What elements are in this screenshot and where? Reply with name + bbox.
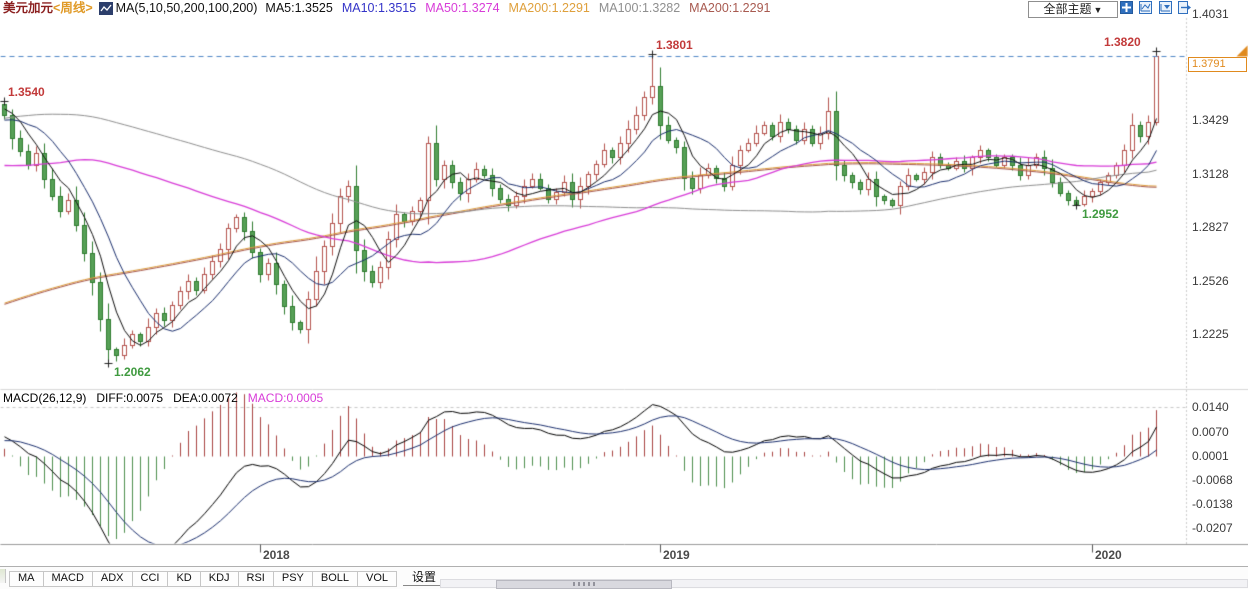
scrollbar-grip-icon	[573, 582, 595, 586]
period-label: <周线>	[53, 1, 93, 15]
macd-axis-label: -0.0138	[1192, 497, 1233, 511]
indicator-button-rsi[interactable]: RSI	[237, 571, 274, 587]
ma-value-3: MA200:1.2291	[508, 1, 590, 15]
symbol-name: 美元加元	[3, 1, 54, 15]
ma-value-0: MA5:1.3525	[265, 1, 333, 15]
ma-value-1: MA10:1.3515	[341, 1, 417, 15]
legend-bar: 美元加元<周线> MA(5,10,50,200,100,200) MA5:1.352…	[3, 1, 779, 17]
toolbar-edge-fragment	[0, 569, 6, 583]
horizontal-scrollbar[interactable]	[440, 579, 1248, 589]
zoom-out-chart-icon[interactable]	[1139, 1, 1153, 14]
price-axis-label: 1.2526	[1192, 274, 1229, 288]
price-axis-label: 1.3128	[1192, 167, 1229, 181]
indicator-button-vol[interactable]: VOL	[357, 571, 398, 587]
year-label-2019: 2019	[663, 548, 690, 562]
export-chart-icon[interactable]	[1178, 1, 1192, 14]
zoom-in-chart-icon[interactable]	[1158, 1, 1172, 14]
ma-values: MA5:1.3525 MA10:1.3515 MA50:1.3274 MA200:1.…	[265, 1, 779, 15]
ma-settings-label: MA(5,10,50,200,100,200)	[115, 1, 258, 15]
year-label-2020: 2020	[1095, 548, 1122, 562]
macd-axis-label: 0.0001	[1192, 449, 1229, 463]
ma-value-4: MA100:1.3282	[598, 1, 681, 15]
macd-indicator-label: MACD(26,12,9) DIFF:0.0075 DEA:0.0072 MACD:0…	[3, 391, 333, 405]
price-axis-label: 1.2225	[1192, 327, 1229, 341]
price-annotation-1.3820: 1.3820	[1104, 35, 1141, 49]
indicator-button-kdj[interactable]: KDJ	[199, 571, 239, 587]
price-axis-label: 1.4031	[1192, 7, 1229, 21]
macd-value: MACD:0.0005	[247, 391, 324, 405]
pan-cross-icon[interactable]	[1120, 1, 1133, 14]
macd-params: MACD(26,12,9)	[3, 391, 87, 405]
indicator-button-kd[interactable]: KD	[167, 571, 201, 587]
macd-axis-label: 0.0070	[1192, 425, 1229, 439]
theme-dropdown-label: 全部主题	[1043, 2, 1092, 16]
theme-dropdown[interactable]: 全部主题 ▼	[1028, 1, 1118, 18]
scrollbar-thumb[interactable]	[496, 580, 672, 589]
price-annotation-1.2062: 1.2062	[114, 365, 151, 379]
price-annotation-1.3801: 1.3801	[656, 38, 693, 52]
indicator-buttons: MA MACD ADX CCI KD KDJ RSI PSY BOLL VOL 设置	[9, 568, 446, 587]
price-annotation-1.3540: 1.3540	[8, 85, 45, 99]
indicator-button-macd[interactable]: MACD	[42, 571, 93, 587]
macd-axis-label: 0.0140	[1192, 400, 1229, 414]
header-toolbar	[1120, 1, 1193, 15]
macd-axis-label: -0.0207	[1192, 521, 1233, 535]
ma-value-2: MA50:1.3274	[425, 1, 500, 15]
indicator-button-adx[interactable]: ADX	[91, 571, 133, 587]
chart-type-icon	[98, 2, 113, 15]
macd-diff-value: DIFF:0.0075	[96, 391, 164, 405]
indicator-button-boll[interactable]: BOLL	[311, 571, 359, 587]
chevron-down-icon: ▼	[1093, 5, 1103, 15]
price-annotation-1.2952: 1.2952	[1082, 207, 1119, 221]
current-price-tag: 1.3791	[1188, 57, 1247, 72]
ma-value-5: MA200:1.2291	[689, 1, 771, 15]
macd-dea-value: DEA:0.0072	[173, 391, 238, 405]
indicator-button-cci[interactable]: CCI	[131, 571, 169, 587]
price-axis-label: 1.3429	[1192, 113, 1229, 127]
indicator-button-psy[interactable]: PSY	[272, 571, 313, 587]
price-axis-label: 1.2827	[1192, 220, 1229, 234]
settings-button[interactable]: 设置	[403, 571, 446, 586]
macd-axis-label: -0.0068	[1192, 473, 1233, 487]
indicator-button-ma[interactable]: MA	[9, 571, 44, 587]
year-label-2018: 2018	[263, 548, 290, 562]
